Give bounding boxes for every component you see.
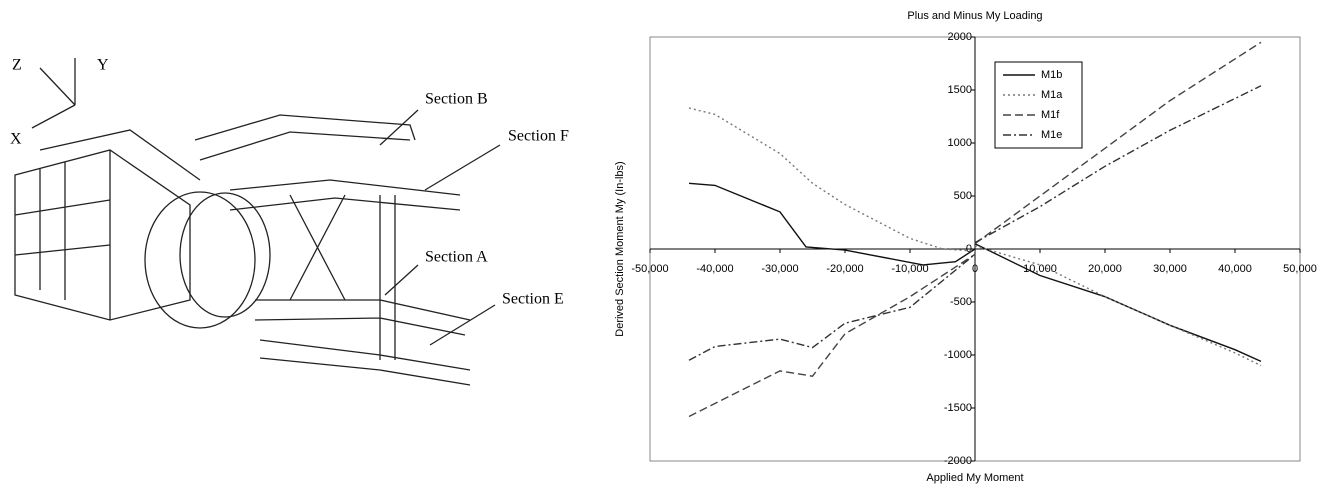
y-tick-label: -2000 [944, 455, 972, 467]
leader-arrow [429, 304, 496, 346]
y-tick-label: -1000 [944, 349, 972, 361]
y-tick-label: 2000 [948, 31, 972, 43]
y-tick-label: 1500 [948, 84, 972, 96]
x-tick-label: 20,000 [1088, 263, 1122, 275]
legend-label: M1b [1041, 69, 1062, 81]
legend-label: M1e [1041, 129, 1062, 141]
leader-arrow [424, 144, 501, 191]
y-tick-label: 1000 [948, 137, 972, 149]
series-line [688, 85, 1262, 361]
y-tick-label: -500 [950, 296, 972, 308]
x-tick-label: 40,000 [1218, 263, 1252, 275]
x-tick-label: -50,000 [631, 263, 668, 275]
y-tick-label: -1500 [944, 402, 972, 414]
box-frame [14, 129, 201, 321]
frame-beams [194, 114, 471, 386]
axis-label: Z [12, 57, 22, 74]
section-label: Section E [502, 291, 564, 308]
axis-label: X [10, 131, 22, 148]
chart: Plus and Minus My Loading Applied My Mom… [614, 10, 1317, 484]
x-tick-label: -40,000 [696, 263, 733, 275]
cylinder-face [179, 192, 271, 318]
x-tick-label: 50,000 [1283, 263, 1317, 275]
x-tick-label: -30,000 [761, 263, 798, 275]
axis-label: Y [97, 57, 109, 74]
legend-box [994, 61, 1083, 149]
legend-label: M1f [1041, 109, 1060, 121]
series-line [688, 41, 1262, 418]
legend-label: M1a [1041, 89, 1063, 101]
x-tick-label: 30,000 [1153, 263, 1187, 275]
x-tick-label: 10,000 [1023, 263, 1057, 275]
x-tick-label: -10,000 [891, 263, 928, 275]
axis-arrow [31, 104, 76, 129]
y-axis-title: Derived Section Moment My (In-lbs) [614, 161, 626, 336]
y-tick-label: 0 [966, 243, 972, 255]
x-axis-title: Applied My Moment [926, 472, 1023, 484]
section-label: Section F [508, 128, 569, 145]
leader-arrow [379, 109, 419, 146]
structure-drawing [14, 58, 501, 386]
x-tick-label: -20,000 [826, 263, 863, 275]
cylinder [144, 191, 256, 329]
leader-arrow [384, 264, 419, 296]
y-tick-label: 500 [954, 190, 972, 202]
series-line [688, 107, 1262, 367]
chart-title: Plus and Minus My Loading [907, 10, 1042, 22]
section-label: Section A [425, 249, 488, 266]
x-tick-label: 0 [972, 263, 978, 275]
section-label: Section B [425, 91, 488, 108]
axis-arrow [39, 67, 76, 106]
